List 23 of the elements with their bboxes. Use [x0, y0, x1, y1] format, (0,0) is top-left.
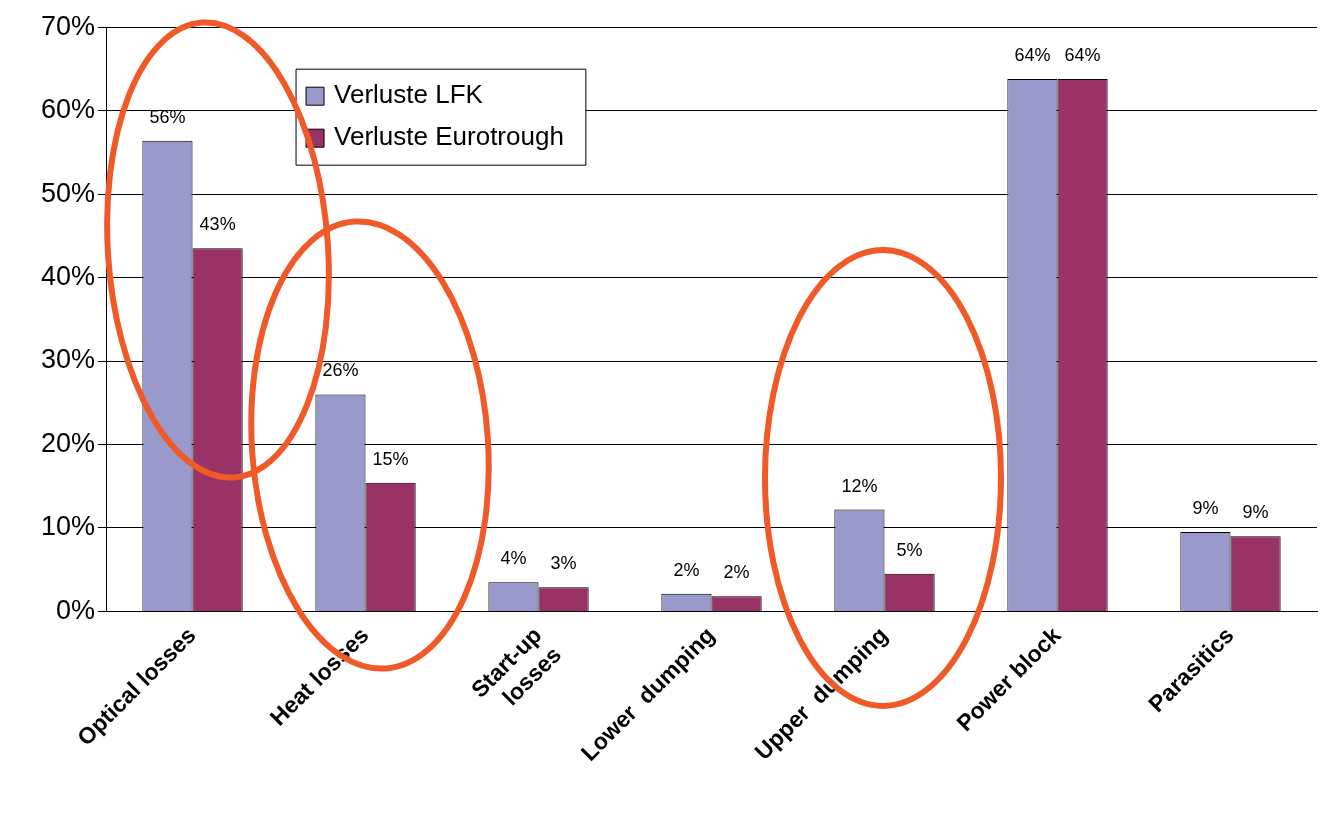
y-tick-label: 20%	[40, 427, 96, 458]
y-tick-label: 30%	[40, 344, 96, 375]
legend-label: Verluste Eurotrough	[334, 121, 564, 152]
y-tick-label: 0%	[56, 594, 96, 625]
y-tick-label: 60%	[40, 94, 96, 125]
data-label: 15%	[372, 448, 409, 469]
legend-label: Verluste LFK	[334, 79, 484, 110]
data-label: 5%	[896, 539, 923, 560]
data-label: 4%	[500, 548, 527, 569]
y-tick-label: 70%	[40, 10, 96, 41]
data-label: 3%	[550, 553, 577, 574]
data-label: 43%	[199, 214, 236, 235]
data-label: 64%	[1014, 44, 1051, 65]
data-label: 9%	[1242, 502, 1269, 523]
data-label: 9%	[1192, 498, 1219, 519]
data-label: 2%	[673, 559, 700, 580]
data-label: 64%	[1064, 44, 1101, 65]
data-label: 12%	[841, 475, 878, 496]
data-label: 26%	[322, 360, 359, 381]
y-tick-label: 10%	[40, 511, 96, 542]
y-tick-label: 40%	[40, 261, 96, 292]
y-tick-label: 50%	[40, 177, 96, 208]
data-label: 2%	[723, 562, 750, 583]
